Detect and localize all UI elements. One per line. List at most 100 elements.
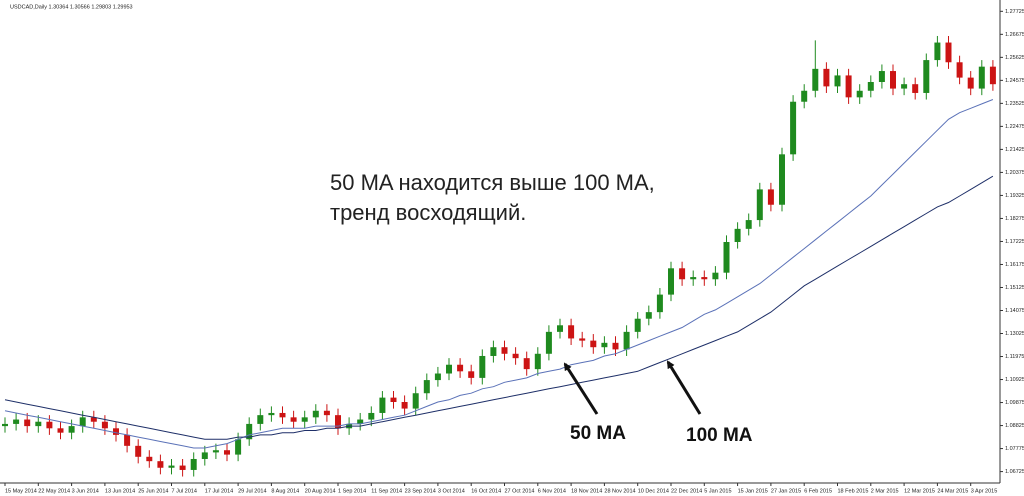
candle-body [645,312,652,319]
candle-body [290,417,297,422]
x-tick-label: 6 Feb 2015 [804,488,832,494]
candle-body [690,277,697,280]
candle-body [423,380,430,394]
candle-body [790,101,797,155]
candle-body [212,450,219,453]
candle-body [268,412,275,416]
x-tick-label: 17 Jul 2014 [205,488,233,494]
x-tick-label: 3 Jun 2014 [72,488,99,494]
candle-body [301,417,308,422]
candle-body [168,465,175,468]
candle-body [745,220,752,229]
annotation: тренд восходящий. [330,200,526,225]
candle-body [379,397,386,413]
y-tick-label: 1.25625 [1005,55,1024,61]
candle-body [124,434,131,446]
candle-body [557,325,563,332]
x-tick-label: 23 Sep 2014 [405,488,436,494]
candle-body [157,461,164,468]
candle-body [2,423,8,427]
candle-body [967,77,974,89]
candle-body [890,71,896,89]
x-tick-label: 22 Dec 2014 [671,488,702,494]
y-tick-label: 1.16175 [1005,262,1024,268]
candle-body [834,75,841,87]
candle-body [201,452,208,459]
candle-body [257,415,264,424]
x-tick-label: 12 Mar 2015 [904,488,935,494]
candle-body [623,331,630,350]
candle-body [24,419,31,427]
candle-body [523,358,530,370]
candle-body [901,84,908,89]
candle-body [734,228,741,242]
candle-body [479,355,486,378]
y-tick-label: 1.26675 [1005,32,1024,38]
ma-line [4,99,994,449]
x-tick-label: 18 Feb 2015 [838,488,869,494]
candle-body [945,42,952,63]
candle-body [390,397,397,402]
x-tick-label: 22 May 2014 [38,488,70,494]
x-tick-label: 27 Jan 2015 [771,488,801,494]
candle-body [934,42,941,61]
candle-body [723,242,730,273]
x-tick-label: 27 Oct 2014 [505,488,535,494]
candle-body [590,340,597,348]
candle-body [434,373,441,381]
candle-body [357,419,364,424]
candle-body [912,84,919,93]
ma-label: 50 MA [570,423,626,444]
candle-body [679,268,686,280]
y-tick-label: 1.06725 [1005,469,1024,475]
x-tick-label: 7 Jul 2014 [172,488,197,494]
y-tick-label: 1.15125 [1005,285,1024,291]
candle-body [412,393,419,409]
candle-body [579,338,586,341]
y-tick-label: 1.11975 [1005,354,1024,360]
y-tick-label: 1.21425 [1005,147,1024,153]
x-tick-label: 18 Nov 2014 [571,488,602,494]
candle-body [57,428,64,433]
x-tick-label: 8 Aug 2014 [271,488,299,494]
x-tick-label: 2 Mar 2015 [871,488,899,494]
candle-body [801,90,808,102]
candle-body [235,439,242,455]
y-tick-label: 1.08825 [1005,423,1024,429]
candle-body [468,371,475,378]
x-tick-label: 20 Aug 2014 [305,488,336,494]
candle-body [601,342,608,348]
y-tick-label: 1.27725 [1005,9,1024,15]
candle-body [335,415,341,429]
x-tick-label: 24 Mar 2015 [937,488,968,494]
candle-body [756,189,763,221]
candle-body [135,445,142,457]
candle-body [767,189,774,205]
candle-body [956,62,963,78]
candle-body [501,347,508,354]
candle-body [490,347,497,356]
candle-body [68,426,75,433]
plot-area [2,35,996,477]
candle-body [368,412,375,420]
candle-body [989,66,996,85]
y-tick-label: 1.10925 [1005,377,1024,383]
y-tick-label: 1.17225 [1005,239,1024,245]
candle-body [923,60,930,93]
annotation: 50 MA находится выше 100 MA, [330,170,655,195]
candle-body [878,71,885,82]
x-tick-label: 28 Nov 2014 [604,488,635,494]
candle-body [179,465,186,470]
x-tick-label: 15 May 2014 [5,488,37,494]
chart-title: USDCAD,Daily 1.30364 1.30566 1.29803 1.2… [10,4,133,10]
y-tick-label: 1.19325 [1005,193,1024,199]
candle-body [612,342,619,350]
candle-body [656,294,663,313]
arrow [563,362,599,415]
ma-label: 100 MA [686,425,753,446]
candle-body [457,364,464,372]
candle-body [79,417,86,427]
x-tick-label: 3 Apr 2015 [971,488,998,494]
x-tick-label: 1 Sep 2014 [338,488,366,494]
